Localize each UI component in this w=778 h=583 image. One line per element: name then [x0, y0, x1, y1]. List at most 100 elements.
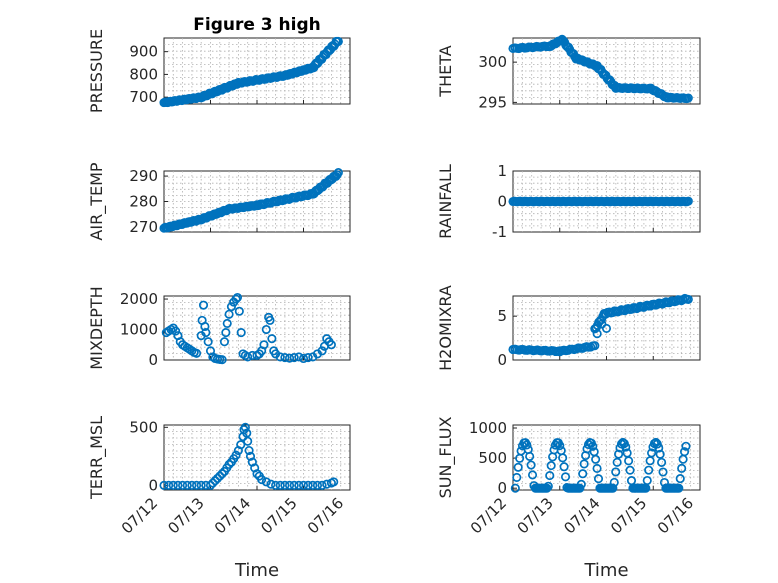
data-point: [326, 340, 336, 350]
data-point: [203, 337, 213, 347]
data-point: [614, 449, 624, 459]
subplot-theta: 295 300 THETA: [436, 34, 701, 111]
data-point: [200, 321, 210, 332]
data-point: [232, 292, 243, 303]
subplot-rainfall: -1 0 1 RAINFALL: [436, 162, 701, 241]
data-point: [245, 451, 256, 461]
data-point: [261, 324, 271, 335]
data-point: [527, 470, 538, 480]
data-point: [308, 480, 318, 490]
data-point: [657, 457, 667, 467]
x-axis-label: Time: [234, 560, 279, 581]
data-point: [655, 449, 665, 459]
data-point: [275, 352, 285, 362]
data-point: [234, 306, 244, 316]
series-pressure: [159, 36, 343, 108]
y-axis-label: TERR_MSL: [87, 416, 107, 500]
data-point: [588, 441, 598, 451]
y-tick-label: -1: [492, 223, 507, 241]
y-tick-label: 1000: [120, 321, 158, 339]
y-tick-label: 1000: [469, 419, 507, 437]
data-point: [187, 480, 197, 490]
data-point: [579, 459, 589, 469]
data-point: [592, 329, 602, 339]
data-point: [198, 300, 209, 310]
data-point: [284, 480, 295, 490]
data-point: [236, 328, 246, 338]
series-air_temp: [159, 168, 343, 233]
data-point: [578, 469, 588, 479]
data-point: [217, 469, 227, 479]
y-tick-label: 1: [497, 162, 507, 180]
data-point: [608, 483, 618, 493]
data-point: [510, 483, 520, 493]
y-axis-label: SUN_FLUX: [436, 417, 456, 499]
data-point: [642, 475, 652, 486]
data-point: [231, 450, 241, 460]
y-tick-label: 0: [497, 479, 507, 497]
data-point: [546, 461, 556, 471]
y-tick-label: 0: [148, 476, 158, 494]
data-point: [612, 457, 622, 467]
data-point: [236, 440, 246, 450]
y-tick-label: 300: [478, 53, 507, 71]
subplot-terr_msl: 0 500 TERR_MSL 07/12 07/13 07/14 07/15 07/16 Tim…: [87, 416, 351, 581]
data-point: [513, 462, 523, 472]
y-axis-label: RAINFALL: [436, 164, 455, 239]
data-point: [512, 472, 522, 482]
data-point: [674, 483, 684, 493]
data-point: [257, 475, 267, 485]
series-terr_msl: [159, 422, 339, 490]
x-tick-label: 07/13: [164, 494, 207, 537]
data-point: [543, 481, 553, 491]
data-point: [252, 469, 262, 479]
subplot-grid: 700 800 900 PRESSURE 295 300 THETA 270 280 290 AIR…: [87, 29, 701, 581]
data-point: [333, 36, 343, 47]
data-point: [182, 480, 192, 490]
x-tick-label: 07/16: [654, 494, 697, 537]
data-point: [168, 480, 178, 490]
data-point: [298, 353, 309, 364]
data-point: [159, 480, 169, 490]
data-point: [280, 353, 290, 363]
data-point: [679, 447, 690, 457]
subplot-pressure: 700 800 900 PRESSURE: [87, 29, 351, 113]
data-point: [303, 480, 313, 490]
data-point: [244, 445, 254, 456]
y-axis-label: AIR_TEMP: [87, 162, 107, 240]
data-point: [591, 454, 601, 464]
data-point: [222, 318, 232, 328]
subplot-h2omixra: 0 5 H2OMIXRA: [436, 285, 701, 371]
data-point: [333, 168, 343, 178]
y-tick-label: 295: [478, 93, 507, 111]
data-point: [675, 474, 685, 484]
data-point: [271, 480, 281, 490]
data-point: [217, 355, 227, 365]
data-point: [545, 471, 555, 481]
x-tick-label: 07/12: [467, 494, 510, 537]
y-tick-label: 5: [497, 307, 507, 325]
data-point: [219, 337, 230, 347]
y-tick-label: 500: [478, 449, 507, 467]
data-point: [652, 439, 662, 449]
data-point: [196, 480, 206, 490]
y-tick-label: 270: [129, 218, 158, 236]
data-point: [683, 196, 693, 206]
subplot-air_temp: 270 280 290 AIR_TEMP: [87, 162, 351, 241]
data-point: [317, 480, 327, 490]
y-tick-label: 900: [129, 43, 158, 61]
data-point: [558, 453, 568, 463]
data-point: [289, 353, 299, 363]
data-point: [683, 294, 693, 304]
data-point: [205, 480, 216, 490]
data-point: [231, 294, 241, 304]
data-point: [555, 441, 565, 451]
data-point: [298, 480, 309, 490]
data-point: [210, 476, 220, 486]
data-point: [267, 334, 277, 344]
figure-title: Figure 3 high: [193, 15, 321, 35]
data-point: [178, 480, 188, 490]
series-rainfall: [508, 196, 693, 207]
data-point: [560, 472, 571, 482]
y-tick-label: 0: [497, 351, 507, 369]
